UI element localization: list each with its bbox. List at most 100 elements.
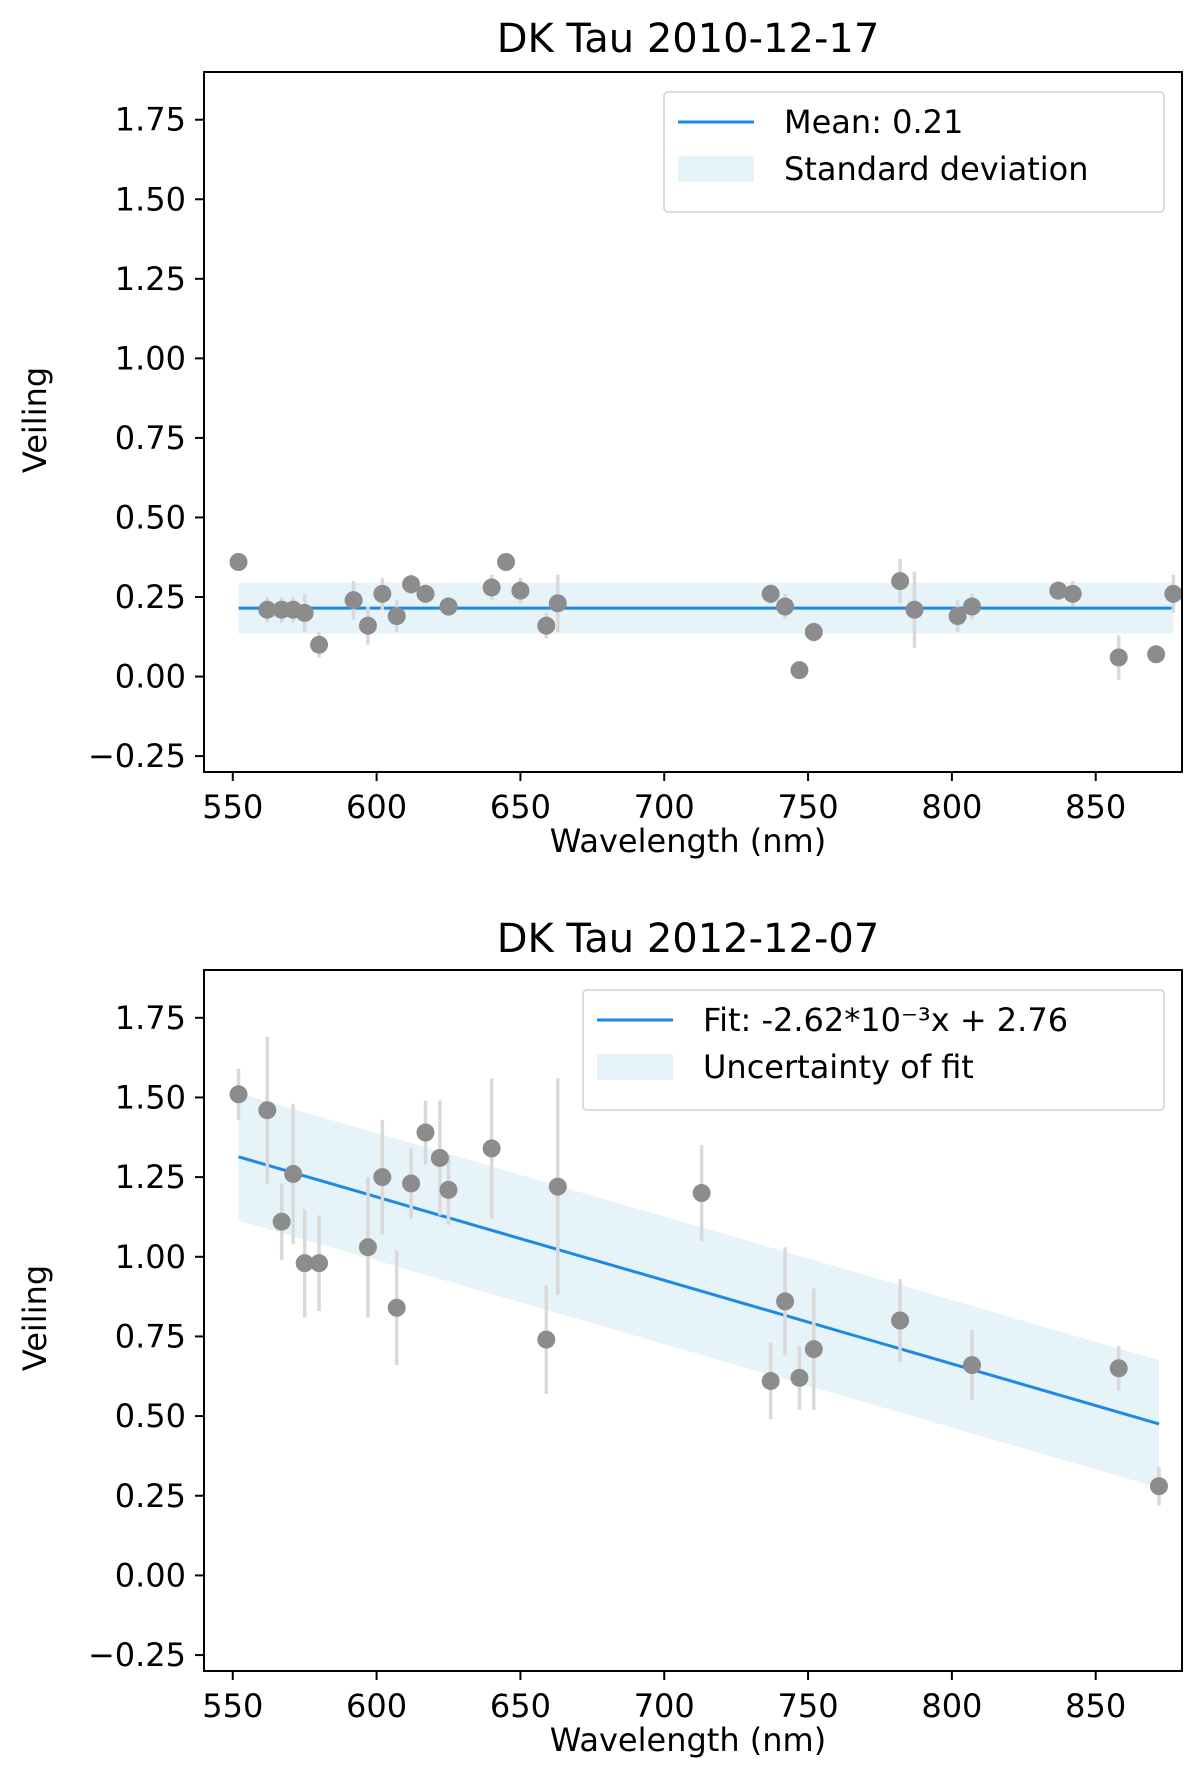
plot-frame xyxy=(203,969,1183,1672)
y-tick-label: −0.25 xyxy=(88,737,186,775)
y-tick-label: 0.50 xyxy=(115,1397,186,1435)
data-point xyxy=(1164,584,1183,603)
data-point xyxy=(891,572,910,591)
data-point xyxy=(948,607,967,626)
x-tick-label: 600 xyxy=(346,788,407,826)
y-tick-label: 1.75 xyxy=(115,101,186,139)
data-point xyxy=(891,1311,910,1330)
data-point xyxy=(402,1174,421,1193)
y-tick-label: 0.25 xyxy=(115,578,186,616)
data-point xyxy=(295,1254,314,1273)
data-point xyxy=(229,553,248,571)
x-tick-label: 750 xyxy=(778,788,839,826)
y-tick-label: 1.00 xyxy=(115,339,186,377)
data-point xyxy=(310,635,329,654)
data-point xyxy=(402,575,421,594)
data-point xyxy=(1147,645,1166,664)
data-point xyxy=(284,1164,303,1183)
data-point xyxy=(416,1123,435,1142)
data-point xyxy=(344,591,363,610)
data-point xyxy=(963,1356,982,1375)
data-point xyxy=(790,661,809,680)
data-point xyxy=(416,584,435,603)
y-axis-label: Veiling xyxy=(16,367,54,473)
legend-band-swatch xyxy=(597,1054,673,1080)
y-tick-label: 0.75 xyxy=(115,419,186,457)
data-point xyxy=(229,1085,248,1104)
data-point xyxy=(358,1238,377,1257)
y-tick-label: 0.00 xyxy=(115,658,186,696)
x-tick-label: 850 xyxy=(1065,1687,1126,1725)
data-point xyxy=(482,578,501,597)
x-tick-label: 850 xyxy=(1065,788,1126,826)
data-point xyxy=(439,597,458,616)
data-point xyxy=(497,553,516,571)
data-point xyxy=(258,600,277,619)
data-point xyxy=(511,581,530,600)
veiling-panel-2012: DK Tau 2012-12-07 Wavelength (nm) Veilin… xyxy=(16,916,1183,1759)
data-point xyxy=(548,1177,567,1196)
legend-band-swatch xyxy=(678,156,754,182)
x-tick-label: 550 xyxy=(202,788,263,826)
x-tick-label: 600 xyxy=(346,1687,407,1725)
data-point xyxy=(1149,1477,1168,1496)
y-tick-label: 0.25 xyxy=(115,1477,186,1515)
chart-title: DK Tau 2010-12-17 xyxy=(497,16,880,62)
data-point xyxy=(692,1184,711,1203)
legend-entry-label: Uncertainty of fit xyxy=(703,1048,974,1086)
data-point xyxy=(373,1168,392,1187)
y-axis-label: Veiling xyxy=(16,1265,54,1371)
data-point xyxy=(905,600,924,619)
data-point xyxy=(1109,1359,1128,1378)
legend-box xyxy=(663,91,1165,213)
chart-title: DK Tau 2012-12-07 xyxy=(497,916,880,962)
x-tick-label: 550 xyxy=(202,1687,263,1725)
x-tick-label: 800 xyxy=(921,788,982,826)
data-point xyxy=(776,1292,795,1311)
y-tick-label: 1.00 xyxy=(115,1238,186,1276)
data-point xyxy=(373,584,392,603)
legend-entry-label: Fit: -2.62*10⁻³x + 2.76 xyxy=(703,1001,1068,1039)
y-tick-label: 1.25 xyxy=(115,260,186,298)
x-tick-label: 800 xyxy=(921,1687,982,1725)
legend: Fit: -2.62*10⁻³x + 2.76 Uncertainty of fi… xyxy=(582,989,1165,1111)
veiling-panel-2010: DK Tau 2010-12-17 Wavelength (nm) Veilin… xyxy=(16,16,1183,860)
fit-line xyxy=(238,1155,1160,1426)
data-point xyxy=(1063,584,1082,603)
data-point xyxy=(272,1212,291,1231)
data-point xyxy=(776,597,795,616)
data-point xyxy=(1109,648,1128,667)
data-point xyxy=(482,1139,501,1158)
data-point xyxy=(537,616,556,635)
data-point xyxy=(295,603,314,622)
y-tick-label: 0.75 xyxy=(115,1317,186,1355)
x-axis-label: Wavelength (nm) xyxy=(550,1721,826,1759)
x-tick-label: 700 xyxy=(634,1687,695,1725)
data-point xyxy=(761,1372,780,1391)
y-tick-label: 1.25 xyxy=(115,1158,186,1196)
data-point xyxy=(963,597,982,616)
x-tick-label: 700 xyxy=(634,788,695,826)
data-point xyxy=(430,1148,449,1167)
y-tick-label: 0.00 xyxy=(115,1556,186,1594)
data-point xyxy=(439,1180,458,1199)
data-point xyxy=(1049,581,1068,600)
data-point xyxy=(761,584,780,603)
x-tick-label: 650 xyxy=(490,788,551,826)
legend-entry-label: Mean: 0.21 xyxy=(784,103,963,141)
data-point xyxy=(358,616,377,635)
data-point xyxy=(790,1368,809,1387)
data-point xyxy=(258,1101,277,1120)
data-point xyxy=(548,594,567,613)
data-point xyxy=(387,1298,406,1317)
x-tick-label: 650 xyxy=(490,1687,551,1725)
plot-frame xyxy=(203,71,1183,773)
x-tick-label: 750 xyxy=(778,1687,839,1725)
data-point xyxy=(804,1340,823,1359)
legend: Mean: 0.21 Standard deviation xyxy=(663,91,1165,213)
y-tick-label: 1.50 xyxy=(115,180,186,218)
data-point xyxy=(537,1330,556,1349)
legend-box xyxy=(582,989,1165,1111)
y-tick-label: 1.75 xyxy=(115,999,186,1037)
